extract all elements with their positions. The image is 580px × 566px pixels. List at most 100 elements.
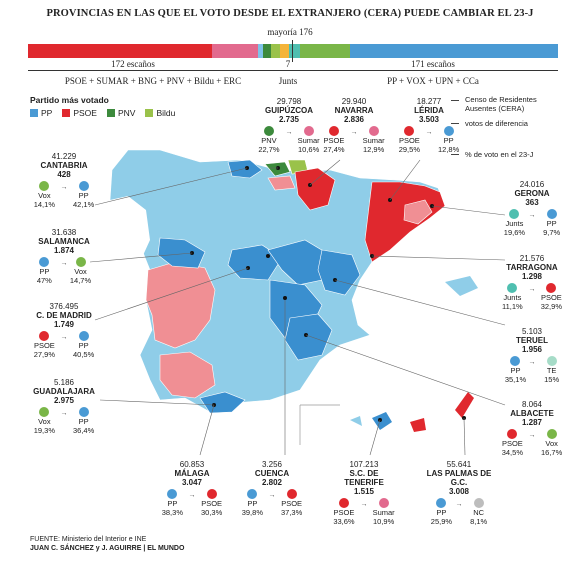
party-name: PP	[546, 219, 557, 228]
region-pink-alava	[267, 175, 296, 191]
province-name: SALAMANCA	[38, 237, 90, 246]
party-percent: 40,5%	[73, 350, 95, 359]
party-dot	[338, 498, 349, 508]
census-value: 8.064	[521, 400, 543, 409]
party-name: PSOE	[333, 508, 355, 517]
arrow-icon: →	[268, 492, 276, 499]
census-value: 55.641	[446, 460, 472, 469]
party-percent: 29,5%	[398, 145, 420, 154]
region-psoe-catalonia	[364, 181, 446, 263]
census-value: 29.798	[276, 97, 302, 106]
party-dot	[368, 126, 379, 136]
vote-difference: 1.298	[521, 272, 543, 281]
party-percent: 14,1%	[33, 200, 55, 209]
party-percent: 8,1%	[470, 517, 488, 526]
party-percent: 33,6%	[333, 517, 355, 526]
party-b: TE 15%	[544, 356, 559, 384]
seat-bar-vox	[300, 44, 350, 58]
party-b: Vox 16,7%	[541, 429, 562, 457]
source: FUENTE: Ministerio del Interior e INE JU…	[30, 535, 184, 553]
arrow-icon: →	[285, 129, 293, 136]
party-percent: 19,3%	[33, 426, 55, 435]
party-percent: 38,3%	[161, 508, 183, 517]
legend-swatch	[106, 109, 115, 117]
party-a: PSOE 33,6%	[333, 498, 355, 526]
province-name: CANTABRIA	[40, 161, 88, 170]
party-dot	[206, 489, 217, 499]
party-pair: PP 47% Vox 14,7% →	[30, 257, 98, 285]
census-value: 60.853	[179, 460, 205, 469]
party-a: Junts 19,6%	[504, 209, 525, 237]
party-name: Sumar	[362, 136, 385, 145]
key-census: Censo de Residentes Ausentes (CERA)	[465, 95, 537, 113]
party-name: NC	[473, 508, 485, 517]
party-dot	[78, 181, 89, 191]
party-name: PP	[167, 499, 178, 508]
party-b: Vox 14,7%	[70, 257, 91, 285]
seat-bar-erc	[280, 44, 289, 58]
party-name: TE	[546, 366, 557, 375]
party-percent: 12,9%	[363, 145, 385, 154]
party-name: Sumar	[297, 136, 320, 145]
party-pair: PP 38,3% PSOE 30,3% →	[158, 489, 226, 517]
party-name: PSOE	[323, 136, 345, 145]
party-percent: 10,6%	[298, 145, 320, 154]
party-pair: PSOE 29,5% PP 12,8% →	[395, 126, 463, 154]
party-dot	[39, 331, 50, 341]
callout-lerida: 18.277 LÉRIDA 3.503 PSOE 29,5% PP 12,8% →	[395, 97, 463, 154]
census-value: 41.229	[51, 152, 77, 161]
party-percent: 42,1%	[73, 200, 95, 209]
left-coalition: PSOE + SUMAR + BNG + PNV + Bildu + ERC	[64, 76, 242, 86]
arrow-icon: →	[60, 334, 68, 341]
callout-malaga: 60.853 MÁLAGA 3.047 PP 38,3% PSOE 30,3% →	[158, 460, 226, 517]
callout-guadalajara: 5.186 GUADALAJARA 2.975 Vox 19,3% PP 36,4% →	[30, 378, 98, 435]
party-name: PNV	[261, 136, 277, 145]
legend-label: PNV	[117, 108, 136, 118]
callout-guipuzcoa: 29.798 GUIPÚZCOA 2.735 PNV 22,7% Sumar 10,6% →	[255, 97, 323, 154]
party-percent: 15%	[544, 375, 560, 384]
party-dot	[167, 489, 178, 499]
party-dot	[546, 283, 557, 293]
majority-line	[292, 40, 293, 62]
party-pair: Junts 19,6% PP 9,7% →	[498, 209, 566, 237]
province-name: LAS PALMAS DE G.C.	[426, 469, 492, 487]
vote-difference: 3.008	[448, 487, 470, 496]
province-name: LÉRIDA	[414, 106, 444, 115]
region-pp-madrid	[227, 244, 283, 281]
party-dot	[247, 489, 258, 499]
seat-labels: 172 escaños 7 171 escaños	[28, 58, 558, 71]
legend-label: PP	[41, 108, 53, 118]
party-name: PP	[78, 341, 89, 350]
party-percent: 39,8%	[241, 508, 263, 517]
party-a: PSOE 29,5%	[399, 126, 420, 154]
census-value: 29.940	[341, 97, 367, 106]
party-pair: PSOE 33,6% Sumar 10,9% →	[330, 498, 398, 526]
party-pair: PP 25,9% NC 8,1% →	[425, 498, 493, 526]
seat-bar-pp	[350, 44, 558, 58]
province-name: S.C. DE TENERIFE	[344, 469, 384, 487]
key-box: Censo de Residentes Ausentes (CERA) voto…	[451, 95, 565, 159]
center-coalition: Junts	[278, 76, 298, 86]
party-name: PSOE	[540, 293, 562, 302]
party-name: PSOE	[201, 499, 223, 508]
party-percent: 19,6%	[503, 228, 526, 237]
party-a: PP 35,1%	[505, 356, 526, 384]
party-percent: 32,9%	[540, 302, 562, 311]
party-name: Sumar	[372, 508, 395, 517]
arrow-icon: →	[528, 212, 536, 219]
party-name: PSOE	[33, 341, 55, 350]
party-dot	[263, 126, 274, 136]
party-pair: PP 39,8% PSOE 37,3% →	[238, 489, 306, 517]
arrow-icon: →	[60, 260, 68, 267]
legend-label: PSOE	[73, 108, 97, 118]
party-a: PSOE 27,4%	[323, 126, 345, 154]
arrow-icon: →	[60, 184, 68, 191]
right-coalition: PP + VOX + UPN + CCa	[387, 76, 479, 86]
party-percent: 36,4%	[73, 426, 95, 435]
party-b: PP 12,8%	[438, 126, 459, 154]
source-line2: JUAN C. SÁNCHEZ y J. AGUIRRE | EL MUNDO	[30, 545, 185, 552]
party-dot	[39, 407, 50, 417]
census-value: 376.495	[49, 302, 79, 311]
legend-swatch	[145, 109, 154, 117]
arrow-icon: →	[188, 492, 196, 499]
